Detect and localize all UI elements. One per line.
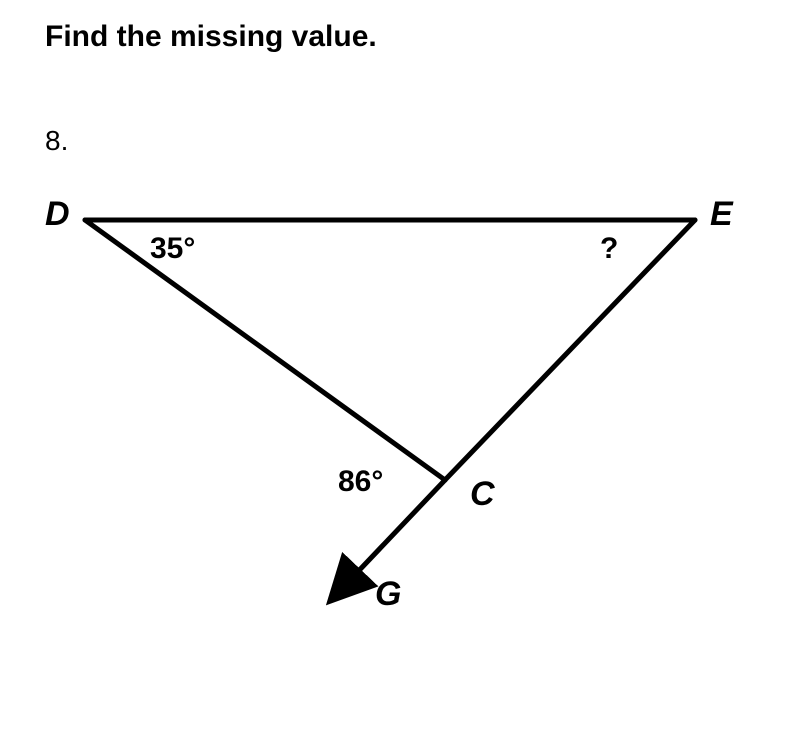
angle-E-unknown: ? <box>600 232 618 266</box>
side-EC <box>445 220 695 480</box>
angle-D: 35° <box>150 232 195 266</box>
angle-C-exterior: 86° <box>338 465 383 499</box>
page-title: Find the missing value. <box>45 20 377 54</box>
vertex-label-E: E <box>710 195 733 234</box>
vertex-label-C: C <box>470 475 495 514</box>
page: Find the missing value. 8. D E C G 35° ?… <box>0 0 800 733</box>
problem-number: 8. <box>45 125 68 157</box>
triangle-diagram: D E C G 35° ? 86° <box>30 190 770 710</box>
diagram-svg <box>30 190 770 710</box>
ray-label-G: G <box>375 575 401 614</box>
side-DC <box>85 220 445 480</box>
vertex-label-D: D <box>45 195 70 234</box>
